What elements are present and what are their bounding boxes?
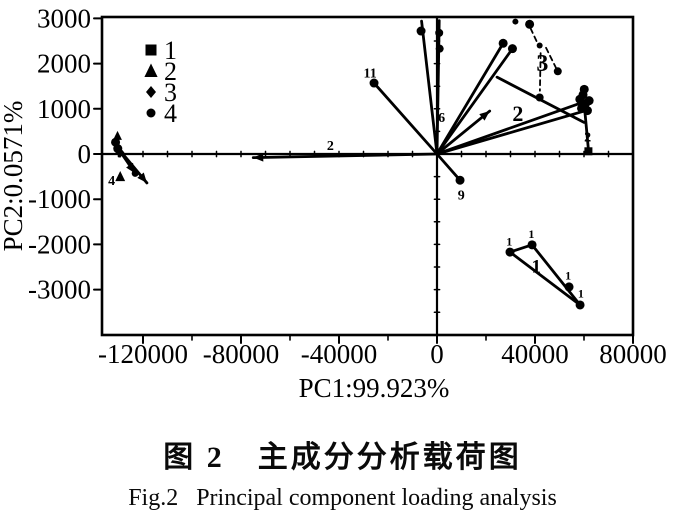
y-tick-label: 1000 (37, 94, 91, 124)
point-annotation: 2 (584, 131, 591, 146)
x-tick-label: 0 (430, 339, 444, 369)
data-point (455, 175, 465, 185)
point-annotation: 11 (363, 67, 376, 82)
dashed-link (539, 52, 542, 92)
data-point (505, 247, 515, 257)
dashed-link (529, 27, 539, 46)
plot-frame (100, 15, 635, 337)
loading-vector (435, 109, 492, 156)
data-point (435, 44, 444, 53)
vector-arrowhead (479, 111, 490, 121)
data-point (369, 78, 379, 88)
data-point (527, 240, 537, 250)
loading-vector (508, 250, 582, 307)
data-point (535, 93, 544, 102)
x-axis-title: PC1:99.923% (299, 373, 450, 403)
legend-label: 1 (164, 36, 177, 65)
legend-label: 4 (164, 99, 177, 128)
y-tick-label: 3000 (37, 3, 91, 33)
loading-vector (420, 19, 439, 156)
legend-marker-circle (146, 108, 156, 118)
data-point (416, 26, 426, 36)
data-point (512, 18, 519, 25)
loading-vector (435, 152, 462, 182)
x-tick-label: 80000 (599, 339, 667, 369)
point-annotation: 2 (327, 139, 334, 154)
y-tick-label: 2000 (37, 49, 91, 79)
data-point (579, 84, 589, 94)
point-annotation: 6 (438, 111, 445, 126)
y-axis-title: PC2:0.0571% (0, 101, 28, 252)
legend-label: 2 (164, 57, 177, 86)
loading-vector (251, 152, 439, 160)
data-point (525, 19, 535, 29)
data-point (113, 130, 122, 140)
vector-arrowhead (137, 172, 147, 183)
loading-vector (372, 81, 439, 156)
point-annotation: 1 (565, 268, 571, 282)
dashed-link (545, 46, 558, 70)
point-annotation: 1 (531, 257, 541, 278)
data-point (564, 282, 574, 292)
data-point (584, 96, 594, 106)
data-point (553, 67, 562, 76)
y-tick-label: -3000 (28, 275, 91, 305)
x-tick-label: -80000 (203, 339, 280, 369)
loading-vector (530, 243, 582, 307)
pca-loading-plot: -120000 -80000 -40000 0 40000 800003000200010… (0, 3, 667, 403)
data-point (575, 300, 585, 310)
y-tick-label: 0 (78, 139, 92, 169)
legend-marker-diamond (146, 86, 156, 98)
x-tick-label: -120000 (98, 339, 188, 369)
loading-vector (435, 108, 591, 156)
x-tick-label: 40000 (501, 339, 569, 369)
data-point (131, 169, 139, 177)
data-point (507, 44, 517, 54)
point-annotation: 1 (528, 227, 534, 241)
data-point (584, 147, 593, 156)
data-point (582, 106, 592, 116)
caption-english: Fig.2 Principal component loading analys… (128, 485, 557, 511)
loading-vector (435, 100, 585, 156)
data-point (435, 28, 444, 37)
loading-vector (435, 47, 514, 156)
legend-label: 3 (164, 78, 177, 107)
data-point (536, 42, 543, 49)
point-annotation: 3 (536, 51, 548, 77)
vector-arrowhead (253, 153, 264, 162)
data-point (115, 147, 125, 159)
x-tick-label: -40000 (301, 339, 378, 369)
point-annotation: 9 (458, 189, 465, 204)
point-annotation: 1 (506, 234, 512, 248)
legend-marker-triangle (144, 63, 158, 77)
data-point (498, 38, 508, 48)
caption-chinese: 图 2 主成分分析载荷图 (163, 441, 522, 474)
data-point (115, 170, 126, 182)
loading-vector (435, 19, 441, 156)
y-tick-label: -2000 (28, 229, 91, 259)
legend-marker-square (145, 44, 157, 56)
y-tick-label: -1000 (28, 184, 91, 214)
point-annotation: 2 (512, 101, 523, 126)
point-annotation: 4 (108, 174, 115, 189)
loading-vector (435, 41, 505, 156)
point-annotation: 1 (578, 286, 584, 300)
